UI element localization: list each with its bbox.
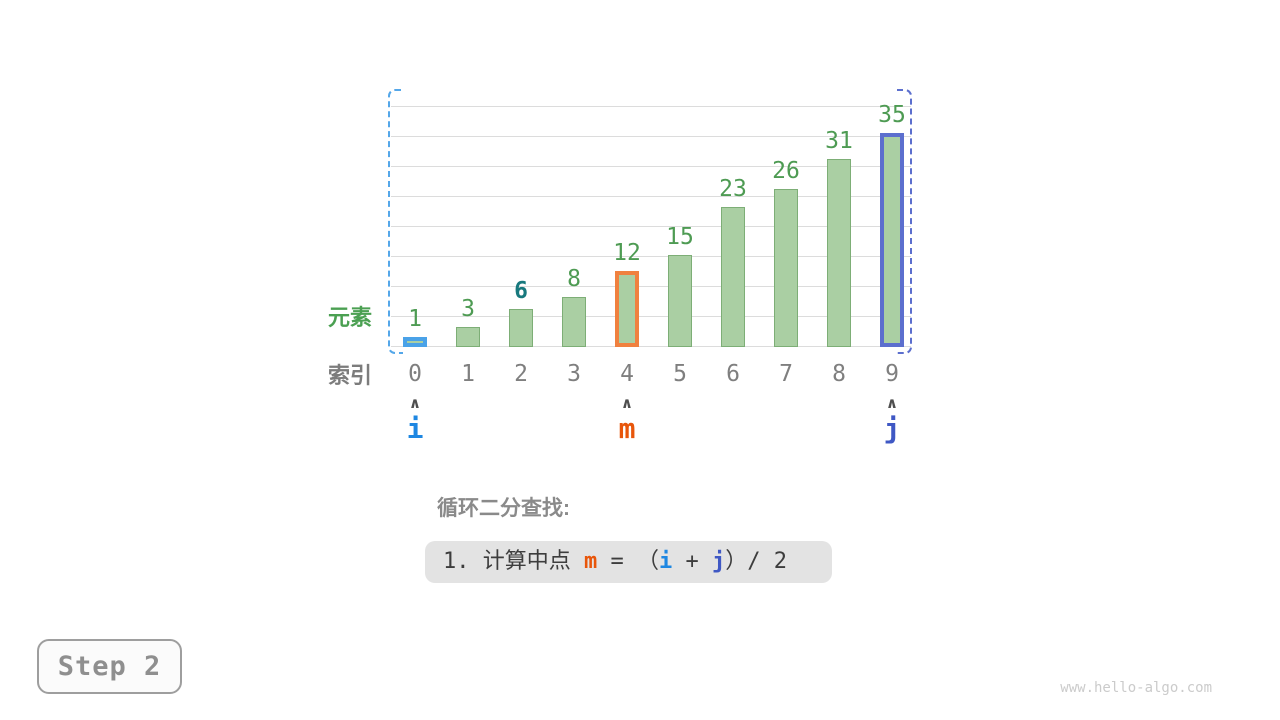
bar-index-3 (562, 297, 586, 347)
gridline (391, 136, 911, 137)
pointer-label-i: i (406, 412, 424, 445)
caption-title: 循环二分查找: (437, 497, 570, 520)
bar-index-9 (880, 133, 904, 347)
index-label-4: 4 (620, 361, 634, 387)
gridline (391, 166, 911, 167)
bar-value-label: 8 (567, 266, 581, 292)
bar-value-label: 12 (613, 240, 641, 266)
bar-value-label: 23 (719, 176, 747, 202)
step-badge: Step 2 (37, 639, 182, 694)
gridline (391, 346, 911, 347)
bar-index-0 (403, 337, 427, 347)
gridline (391, 196, 911, 197)
caret-up-icon: ∧ (408, 394, 422, 412)
bar-index-8 (827, 159, 851, 347)
index-label-6: 6 (726, 361, 740, 387)
gridline (391, 316, 911, 317)
variable-i: i (658, 549, 673, 574)
formula-text: + (672, 549, 712, 574)
index-label-7: 7 (779, 361, 793, 387)
gridline (391, 106, 911, 107)
interval-bracket-left (388, 89, 403, 354)
bar-value-label: 1 (408, 306, 422, 332)
bar-index-2 (509, 309, 533, 347)
bar-index-1 (456, 327, 480, 347)
formula-text: ）/ 2 (725, 549, 787, 574)
gridline (391, 226, 911, 227)
bar-index-4 (615, 271, 639, 347)
pointer-label-m: m (618, 412, 636, 445)
formula-text: = （ (597, 549, 659, 574)
caret-up-icon: ∧ (620, 394, 634, 412)
gridline (391, 256, 911, 257)
variable-j: j (711, 549, 726, 574)
index-label-9: 9 (885, 361, 899, 387)
pointer-label-j: j (883, 412, 901, 445)
index-label-1: 1 (461, 361, 475, 387)
index-label-2: 2 (514, 361, 528, 387)
index-label-8: 8 (832, 361, 846, 387)
formula-text: 1. 计算中点 (443, 549, 584, 574)
bar-index-6 (721, 207, 745, 347)
bar-value-label: 6 (514, 278, 528, 304)
bar-value-label: 3 (461, 296, 475, 322)
caret-up-icon: ∧ (885, 394, 899, 412)
interval-bracket-right (897, 89, 912, 354)
index-row-label: 索引 (328, 363, 373, 388)
bar-index-5 (668, 255, 692, 347)
bar-value-label: 35 (878, 102, 906, 128)
bar-value-label: 26 (772, 158, 800, 184)
bar-value-label: 15 (666, 224, 694, 250)
bar-value-label: 31 (825, 128, 853, 154)
index-label-5: 5 (673, 361, 687, 387)
step-formula-box: 1. 计算中点 m = （i + j）/ 2 (425, 541, 832, 583)
gridline (391, 286, 911, 287)
element-row-label: 元素 (328, 305, 373, 330)
index-label-0: 0 (408, 361, 422, 387)
watermark-url: www.hello-algo.com (1060, 680, 1212, 696)
bar-index-7 (774, 189, 798, 347)
bar-chart: 1 3 6 8 12 15 23 26 31 35 (390, 90, 912, 347)
index-label-3: 3 (567, 361, 581, 387)
variable-m: m (583, 549, 598, 574)
